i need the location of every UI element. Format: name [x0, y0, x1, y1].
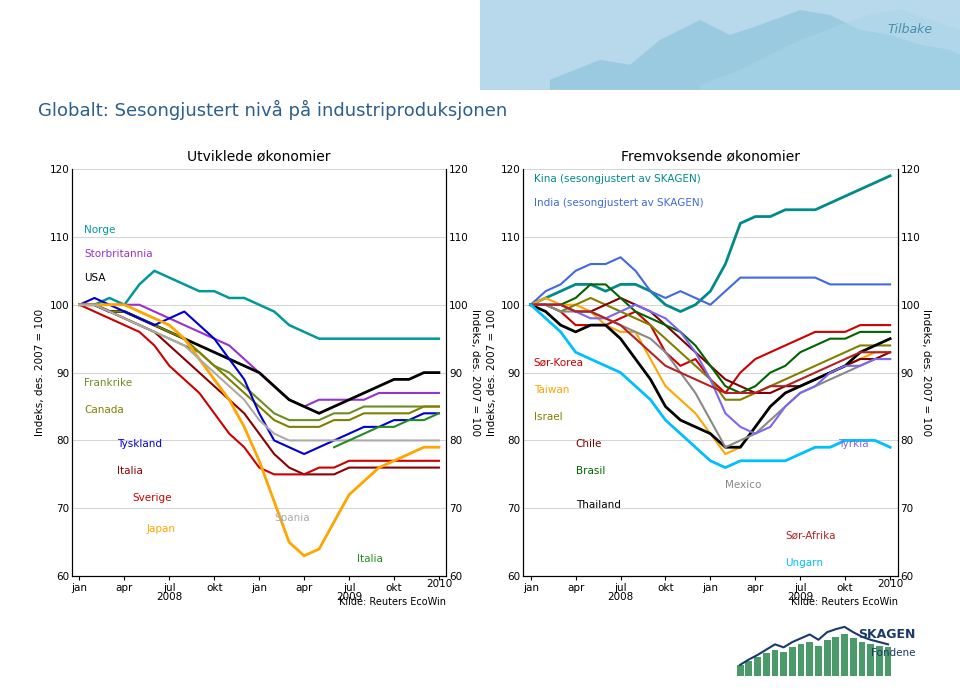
Bar	[850, 638, 856, 676]
Y-axis label: Indeks, des. 2007 = 100: Indeks, des. 2007 = 100	[487, 309, 496, 436]
Text: Storbritannia: Storbritannia	[84, 249, 153, 259]
Text: Japan: Japan	[147, 524, 176, 533]
Polygon shape	[550, 10, 960, 90]
Bar	[736, 665, 744, 676]
Text: Fondene: Fondene	[871, 649, 916, 658]
Bar	[806, 642, 813, 676]
Text: 2010: 2010	[877, 580, 903, 589]
Text: Chile: Chile	[576, 439, 602, 449]
Bar	[867, 644, 874, 676]
Text: Brasil: Brasil	[576, 466, 605, 476]
Bar	[746, 661, 753, 676]
Bar	[858, 642, 865, 676]
Text: India (sesongjustert av SKAGEN): India (sesongjustert av SKAGEN)	[534, 198, 704, 208]
Text: 2010: 2010	[426, 580, 452, 589]
Bar	[884, 647, 892, 676]
Text: Canada: Canada	[84, 405, 124, 415]
Text: 2009: 2009	[787, 592, 813, 602]
Text: Mexico: Mexico	[726, 480, 761, 489]
Text: Tilbake: Tilbake	[887, 23, 932, 37]
Text: Ungarn: Ungarn	[785, 558, 824, 568]
Text: Italia: Italia	[117, 466, 143, 476]
Text: 2009: 2009	[336, 592, 362, 602]
Text: Tyrkia: Tyrkia	[838, 439, 869, 449]
Bar	[789, 647, 796, 676]
Y-axis label: Indeks, des. 2007 = 100: Indeks, des. 2007 = 100	[470, 309, 480, 436]
Bar	[772, 650, 779, 676]
Bar	[824, 640, 830, 676]
Bar	[832, 637, 839, 676]
Bar	[841, 635, 848, 676]
Text: Sør-Korea: Sør-Korea	[534, 357, 584, 367]
Text: Israel: Israel	[534, 412, 563, 422]
Text: Sverige: Sverige	[132, 493, 172, 503]
Bar	[763, 653, 770, 676]
Text: Sør-Afrika: Sør-Afrika	[785, 531, 836, 540]
Text: SKAGEN: SKAGEN	[858, 628, 916, 641]
Text: 2008: 2008	[608, 592, 634, 602]
Text: Italia: Italia	[356, 554, 382, 564]
Polygon shape	[700, 10, 960, 90]
Text: Taiwan: Taiwan	[534, 384, 569, 395]
Text: Thailand: Thailand	[576, 500, 620, 510]
Text: 2008: 2008	[156, 592, 182, 602]
Text: Kina (sesongjustert av SKAGEN): Kina (sesongjustert av SKAGEN)	[534, 175, 701, 184]
Text: Tyskland: Tyskland	[117, 439, 162, 449]
Bar	[780, 652, 787, 676]
Bar	[876, 646, 882, 676]
Polygon shape	[480, 0, 960, 90]
Y-axis label: Indeks, des. 2007 = 100: Indeks, des. 2007 = 100	[922, 309, 931, 436]
Bar	[755, 657, 761, 676]
Text: Norge: Norge	[84, 225, 115, 235]
Text: USA: USA	[84, 273, 106, 283]
Text: Spania: Spania	[275, 513, 310, 524]
Title: Fremvoksende økonomier: Fremvoksende økonomier	[621, 150, 800, 164]
Bar	[798, 644, 804, 676]
Y-axis label: Indeks, des. 2007 = 100: Indeks, des. 2007 = 100	[36, 309, 45, 436]
Title: Utviklede økonomier: Utviklede økonomier	[187, 150, 331, 164]
Bar	[815, 646, 822, 676]
Text: Globalt: Sesongjustert nivå på industriproduksjonen: Globalt: Sesongjustert nivå på industrip…	[38, 100, 508, 120]
Text: Kilde: Reuters EcoWin: Kilde: Reuters EcoWin	[340, 597, 446, 607]
Text: Kilde: Reuters EcoWin: Kilde: Reuters EcoWin	[791, 597, 898, 607]
Text: Frankrike: Frankrike	[84, 378, 132, 388]
